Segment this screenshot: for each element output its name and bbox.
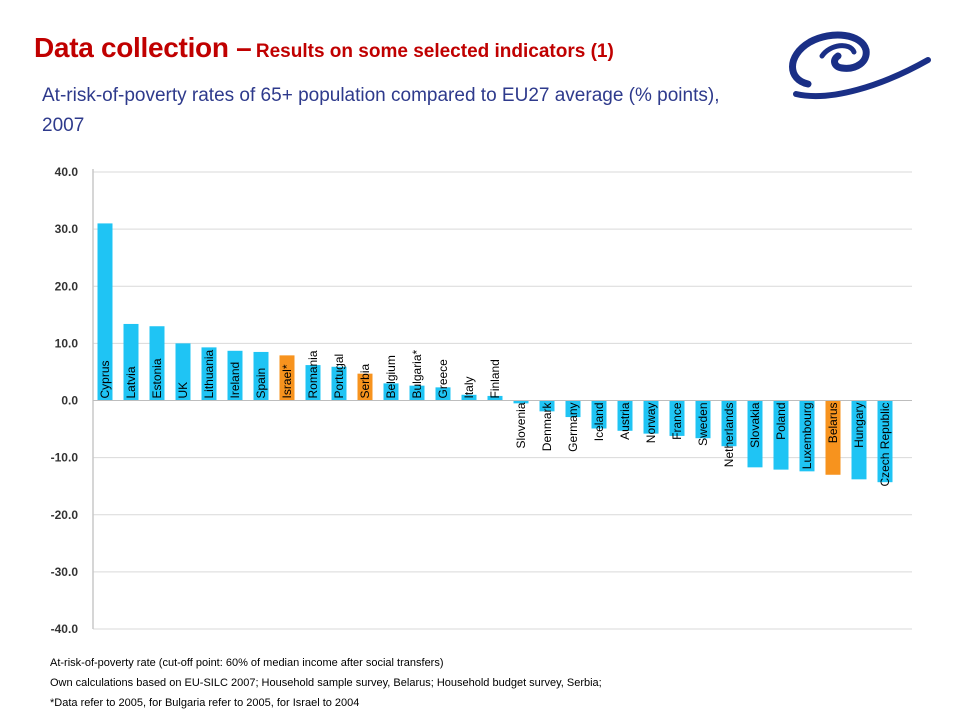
council-of-europe-swirl-icon — [789, 31, 931, 100]
y-tick-label: 40.0 — [55, 165, 79, 179]
bar — [721, 400, 737, 447]
category-label: Ireland — [228, 362, 242, 399]
bar — [513, 400, 529, 404]
category-label: Romania — [306, 350, 320, 398]
category-label: Hungary — [852, 403, 866, 448]
category-label: Belarus — [826, 403, 840, 444]
bar — [123, 323, 139, 401]
category-label: Norway — [644, 403, 658, 444]
bar — [877, 400, 893, 483]
bar — [409, 385, 425, 401]
category-label: Slovakia — [748, 402, 762, 448]
bar — [97, 223, 113, 401]
category-label: Finland — [488, 359, 502, 398]
bar — [201, 347, 217, 401]
y-tick-label: 30.0 — [55, 222, 79, 236]
bar — [435, 387, 451, 401]
bar — [591, 400, 607, 429]
bar — [669, 400, 685, 436]
y-tick-label: -40.0 — [51, 622, 79, 636]
chart-subtitle: At-risk-of-poverty rates of 65+ populati… — [42, 85, 720, 136]
bar — [305, 365, 321, 401]
category-label: Belgium — [384, 355, 398, 398]
bar — [487, 395, 503, 401]
category-label: Greece — [436, 359, 450, 399]
category-label: Serbia — [358, 363, 372, 398]
note-definition: At-risk-of-poverty rate (cut-off point: … — [50, 657, 444, 669]
bar — [227, 350, 243, 401]
category-label: Austria — [618, 402, 632, 440]
category-label: Sweden — [696, 403, 710, 446]
bar — [461, 394, 477, 401]
y-tick-label: 20.0 — [55, 279, 79, 293]
bar — [747, 400, 763, 468]
category-label: Estonia — [150, 358, 164, 398]
y-tick-label: -30.0 — [51, 565, 79, 579]
bar — [279, 355, 295, 401]
y-tick-label: -20.0 — [51, 508, 79, 522]
bar — [851, 400, 867, 480]
category-label: Bulgaria* — [410, 349, 424, 398]
category-label: Portugal — [332, 354, 346, 399]
bar — [643, 400, 659, 434]
category-label: Italy — [462, 376, 476, 398]
category-label: Israel* — [280, 364, 294, 398]
category-label: Cyprus — [98, 360, 112, 398]
category-label: Denmark — [540, 402, 554, 452]
category-label: Spain — [254, 368, 268, 399]
category-label: Slovenia — [514, 402, 528, 448]
category-label: Netherlands — [722, 403, 736, 468]
y-tick-label: -10.0 — [51, 451, 79, 465]
y-tick-label: 10.0 — [55, 336, 79, 350]
bar — [331, 366, 347, 401]
title-main: Data collection – — [34, 32, 252, 63]
bar — [149, 326, 165, 401]
bar — [617, 400, 633, 431]
bar — [695, 400, 711, 439]
category-label: Luxembourg — [800, 403, 814, 470]
bar — [799, 400, 815, 472]
category-label: Germany — [566, 403, 580, 452]
note-sources: Own calculations based on EU-SILC 2007; … — [50, 677, 602, 689]
category-label: France — [670, 402, 684, 440]
bar — [773, 400, 789, 470]
bar — [357, 373, 373, 401]
bar — [253, 351, 269, 401]
page-title: Data collection – Results on some select… — [34, 32, 614, 64]
category-label: UK — [176, 382, 190, 399]
category-label: Latvia — [124, 366, 138, 398]
category-label: Iceland — [592, 403, 606, 442]
note-footnote: *Data refer to 2005, for Bulgaria refer … — [50, 697, 360, 709]
bar — [565, 400, 581, 418]
category-label: Czech Republic — [878, 403, 892, 487]
title-sub: Results on some selected indicators (1) — [255, 41, 614, 62]
category-label: Poland — [774, 403, 788, 440]
category-label: Lithuania — [202, 349, 216, 398]
bar — [539, 400, 555, 412]
bar — [383, 383, 399, 401]
y-tick-label: 0.0 — [61, 394, 78, 408]
bar — [175, 343, 191, 401]
bar — [825, 400, 841, 475]
